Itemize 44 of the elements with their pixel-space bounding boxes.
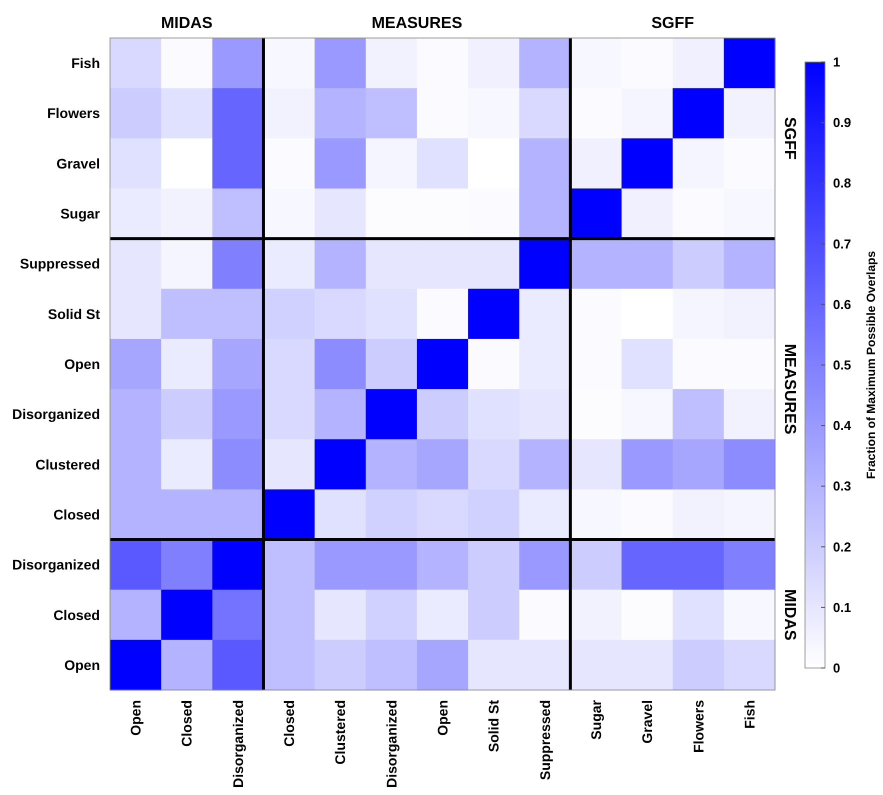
- y-tick-label: Disorganized: [12, 556, 100, 573]
- x-tick-label: Open: [434, 700, 450, 736]
- color-bar-label: 0.6: [833, 296, 852, 312]
- text: MEASURES: [372, 15, 463, 32]
- text: MEASURES: [781, 344, 798, 435]
- text: SGFF: [651, 15, 694, 32]
- x-tick-label: Fish: [741, 700, 758, 729]
- x-tick-label: Flowers: [690, 700, 706, 753]
- y-tick-label: Clustered: [35, 456, 100, 472]
- color-bar-label: 0.2: [833, 539, 852, 554]
- y-tick-label: Closed: [53, 506, 100, 522]
- y-tick-label: Gravel: [56, 155, 100, 172]
- x-tick-label: Open: [128, 700, 144, 736]
- color-bar-label: 0.8: [833, 176, 852, 191]
- y-tick-label: Disorganized: [12, 406, 100, 422]
- color-bar-label: 0: [833, 660, 840, 676]
- x-tick-label: Disorganized: [383, 700, 400, 788]
- y-tick-label: Flowers: [47, 105, 100, 122]
- x-tick-label: Suppressed: [536, 700, 553, 780]
- text: MIDAS: [781, 588, 798, 641]
- y-tick-label: Fish: [71, 55, 100, 72]
- color-bar-label: 0.3: [833, 478, 852, 494]
- x-tick-label: Disorganized: [230, 700, 246, 788]
- y-tick-label: Open: [64, 656, 100, 673]
- x-tick-label: Closed: [178, 700, 195, 747]
- y-tick-label: Closed: [53, 606, 100, 623]
- x-tick-label: Gravel: [639, 700, 656, 744]
- color-bar-label: 0.7: [833, 236, 852, 252]
- x-tick-label: Solid St: [486, 700, 502, 752]
- color-bar-label: 0.1: [833, 600, 852, 615]
- x-tick-label: Clustered: [332, 700, 348, 765]
- color-bar-label: 1: [833, 54, 840, 70]
- color-bar-label: 0.9: [833, 115, 852, 130]
- x-tick-label: Sugar: [588, 699, 604, 740]
- color-bar-title: Fraction of Maximum Possible Overlaps: [864, 250, 878, 480]
- x-tick-label: Closed: [281, 700, 298, 747]
- y-tick-label: Suppressed: [20, 256, 100, 272]
- color-bar-label: 0.5: [833, 358, 852, 372]
- color-bar-label: 0.4: [833, 418, 852, 434]
- y-tick-label: Solid St: [48, 306, 100, 322]
- y-tick-label: Sugar: [60, 206, 101, 222]
- y-tick-label: Open: [64, 356, 100, 372]
- text: MIDAS: [160, 15, 213, 32]
- text: SGFF: [781, 116, 798, 160]
